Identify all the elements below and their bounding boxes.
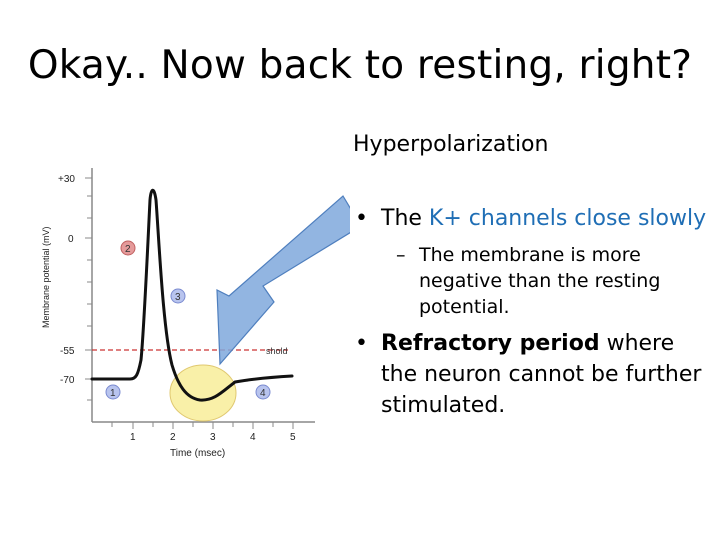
phase-marker-label: 4 <box>260 388 266 399</box>
bullet-dot-icon: • <box>355 206 368 231</box>
bullet-refractory: • Refractory period where the neuron can… <box>355 328 715 421</box>
sub-bullet-membrane: – The membrane is more negative than the… <box>396 242 715 320</box>
hyperpolarization-highlight <box>169 364 237 422</box>
y-tick-label: 0 <box>68 234 74 245</box>
phase-marker-label: 3 <box>175 292 181 303</box>
dash-icon: – <box>396 244 406 266</box>
pointer-arrow <box>216 195 350 366</box>
bullet-text-highlight: K+ channels close slowly <box>428 206 707 231</box>
graph-canvas: +30 0 -55 -70 1 2 3 4 5 Time (msec) Memb… <box>41 168 350 459</box>
x-tick-label: 5 <box>290 432 296 443</box>
x-axis-title: Time (msec) <box>170 448 225 459</box>
bullet-bold-term: Refractory period <box>381 331 600 356</box>
slide-title: Okay.. Now back to resting, right? <box>27 43 693 88</box>
bullet-list: • The K+ channels close slowly – The mem… <box>355 203 715 421</box>
bullet-text-rest: where the neuron cannot be further stimu… <box>381 331 702 418</box>
x-tick-label: 3 <box>210 432 216 443</box>
phase-marker-label: 1 <box>110 388 116 399</box>
phase-marker-2: 2 <box>120 240 136 256</box>
x-tick-label: 2 <box>170 432 176 443</box>
y-tick-label: -70 <box>60 375 75 386</box>
x-tick-marks <box>111 422 294 429</box>
bullet-dot-icon: • <box>355 331 368 356</box>
y-axis-title: Membrane potential (mV) <box>41 226 51 328</box>
y-tick-marks <box>85 177 92 401</box>
y-tick-label: +30 <box>58 174 75 185</box>
bullet-k-channels: • The K+ channels close slowly <box>355 203 715 234</box>
subheading: Hyperpolarization <box>353 132 549 157</box>
action-potential-graph: +30 0 -55 -70 1 2 3 4 5 Time (msec) Memb… <box>30 160 350 470</box>
action-potential-trace <box>90 188 294 402</box>
phase-marker-label: 2 <box>125 244 131 255</box>
sub-bullet-text: The membrane is more negative than the r… <box>419 244 661 318</box>
bullet-text-prefix: The <box>381 206 422 231</box>
y-tick-label: -55 <box>60 346 75 357</box>
phase-marker-3: 3 <box>170 288 186 304</box>
phase-marker-4: 4 <box>255 384 271 400</box>
x-tick-label: 4 <box>250 432 256 443</box>
threshold-label: shold <box>266 346 288 356</box>
phase-marker-1: 1 <box>105 384 121 400</box>
x-tick-label: 1 <box>130 432 136 443</box>
